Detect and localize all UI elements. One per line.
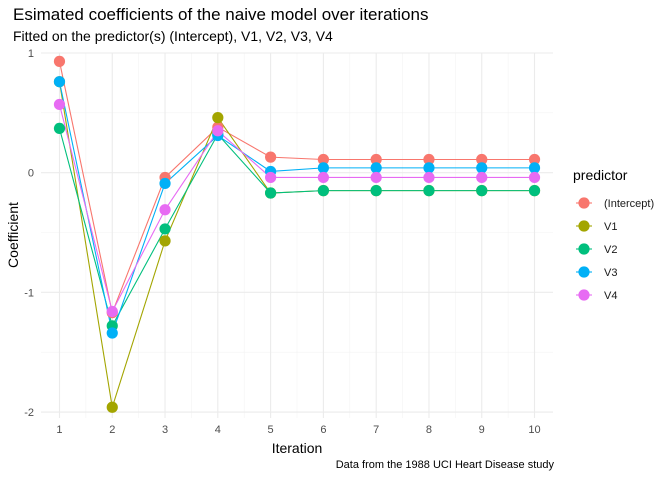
x-axis-title: Iteration <box>272 440 323 456</box>
legend-key-point <box>578 266 590 278</box>
data-point <box>265 151 277 163</box>
data-point <box>212 112 224 124</box>
data-point <box>53 55 66 67</box>
x-tick-label: 1 <box>56 424 62 436</box>
legend-item: V4 <box>576 289 617 302</box>
x-tick-label: 4 <box>215 424 221 436</box>
data-point <box>528 185 541 197</box>
series-line <box>58 61 535 315</box>
x-tick-label: 8 <box>426 424 432 436</box>
data-point <box>423 153 435 166</box>
x-tick-label: 7 <box>373 424 379 436</box>
chart-caption: Data from the 1988 UCI Heart Disease stu… <box>335 459 554 471</box>
data-point <box>159 223 171 235</box>
data-point <box>370 185 382 197</box>
data-point <box>53 98 66 111</box>
legend-title: predictor <box>573 167 628 183</box>
chart-title: Esimated coefficients of the naive model… <box>13 5 429 24</box>
y-axis-title: Coefficient <box>5 202 21 268</box>
legend-label: (Intercept) <box>604 198 654 210</box>
data-point <box>53 76 66 88</box>
legend-label: V1 <box>604 221 617 233</box>
grid <box>41 52 553 418</box>
data-point <box>476 185 488 197</box>
data-point <box>317 185 329 197</box>
data-point <box>53 122 66 134</box>
axes: 1 2 3 4 5 6 7 8 9 10 -2 -1 0 1 <box>24 48 540 436</box>
legend-key-point <box>578 289 590 301</box>
series-line <box>58 104 535 314</box>
legend-label: V2 <box>604 244 617 256</box>
series-line <box>58 128 535 328</box>
data-point <box>423 162 435 174</box>
data-point <box>423 185 435 197</box>
data-point <box>370 171 382 184</box>
legend: predictor (Intercept) V1 V2 V3 V4 <box>573 167 654 302</box>
data-point <box>317 171 329 184</box>
legend-item: (Intercept) <box>576 197 654 210</box>
data-point <box>423 171 435 184</box>
x-tick-label: 10 <box>528 424 540 436</box>
y-tick-label: 1 <box>28 48 34 60</box>
chart-subtitle: Fitted on the predictor(s) (Intercept), … <box>13 28 333 44</box>
data-point <box>106 327 118 339</box>
x-tick-label: 2 <box>109 424 115 436</box>
data-point <box>159 235 171 247</box>
y-tick-label: 0 <box>28 168 34 180</box>
data-point <box>159 204 171 216</box>
data-point <box>476 162 488 174</box>
legend-key-point <box>578 220 590 232</box>
data-point <box>159 177 171 190</box>
legend-item: V2 <box>576 243 617 256</box>
data-point <box>370 153 382 166</box>
y-tick-label: -2 <box>24 407 34 419</box>
data-point <box>265 187 277 199</box>
legend-label: V4 <box>604 290 617 302</box>
x-tick-label: 6 <box>320 424 326 436</box>
data-point <box>370 162 382 174</box>
legend-item: V1 <box>576 220 617 233</box>
data-point <box>528 153 541 166</box>
legend-label: V3 <box>604 267 617 279</box>
data-point <box>265 171 277 184</box>
data-point <box>212 125 224 137</box>
data-point <box>528 162 541 174</box>
data-point <box>106 401 118 413</box>
x-tick-label: 5 <box>268 424 274 436</box>
data-point <box>106 305 118 318</box>
data-point <box>317 153 329 166</box>
data-point <box>476 171 488 184</box>
x-tick-label: 9 <box>479 424 485 436</box>
data-point <box>317 162 329 174</box>
legend-key-point <box>578 243 590 255</box>
legend-key-point <box>578 197 590 209</box>
x-tick-label: 3 <box>162 424 168 436</box>
legend-item: V3 <box>576 266 617 279</box>
y-tick-label: -1 <box>24 287 34 299</box>
series-line <box>58 81 535 336</box>
series-group <box>53 55 541 413</box>
data-point <box>476 153 488 166</box>
data-point <box>528 171 541 184</box>
